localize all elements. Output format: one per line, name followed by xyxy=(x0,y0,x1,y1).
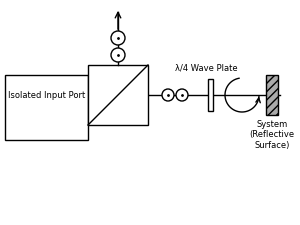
Text: Isolated Input Port: Isolated Input Port xyxy=(8,90,85,99)
Text: System
(Reflective
Surface): System (Reflective Surface) xyxy=(249,120,295,150)
Circle shape xyxy=(176,89,188,101)
Bar xyxy=(5,75,88,140)
Circle shape xyxy=(111,48,125,62)
Bar xyxy=(88,65,148,125)
Circle shape xyxy=(111,31,125,45)
Text: λ/4 Wave Plate: λ/4 Wave Plate xyxy=(175,63,238,72)
Circle shape xyxy=(162,89,174,101)
Bar xyxy=(208,79,212,111)
Bar xyxy=(266,75,278,115)
